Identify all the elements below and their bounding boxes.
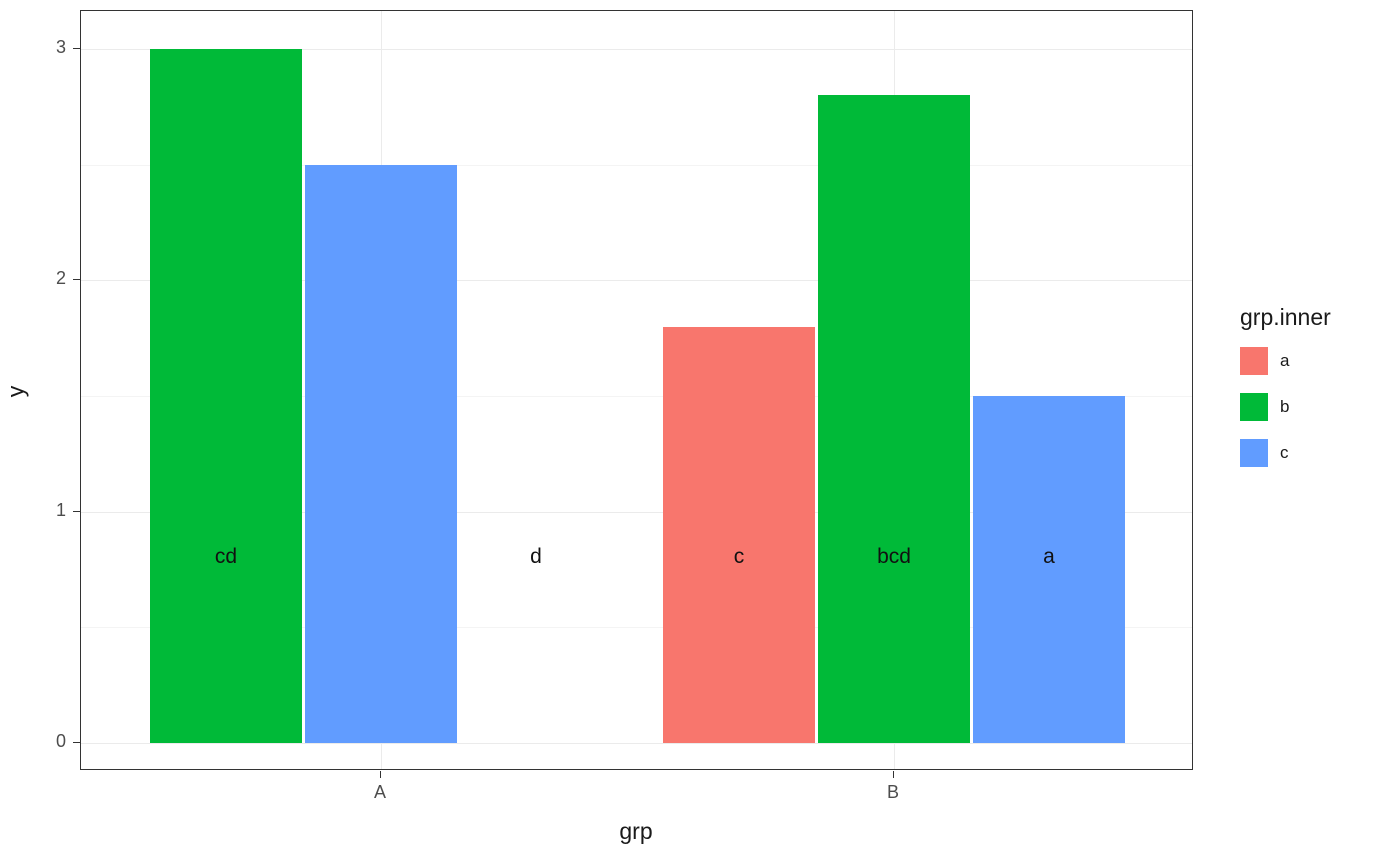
minor-gridline xyxy=(81,164,1192,166)
major-gridline xyxy=(81,280,1192,282)
bar-letter-bcd: bcd xyxy=(877,544,911,568)
x-axis-title: grp xyxy=(619,818,653,844)
y-tick-mark xyxy=(73,48,80,49)
bar-A-c xyxy=(305,164,457,743)
y-tick-mark xyxy=(73,510,80,512)
plot-panel: cd d c bcd a xyxy=(80,10,1193,770)
bar-letter-a: a xyxy=(1043,544,1055,568)
minor-gridline xyxy=(81,627,1192,629)
bar-letter-c: c xyxy=(733,544,745,568)
legend-swatch-a xyxy=(1240,347,1268,375)
legend-swatch-b xyxy=(1240,393,1268,421)
legend-swatch-c xyxy=(1240,439,1268,467)
bar-B-a xyxy=(663,326,815,743)
legend-item-c: c xyxy=(1240,439,1331,467)
x-tick-mark xyxy=(380,771,381,778)
x-tick-label: B xyxy=(886,782,899,802)
bar-letter-d: d xyxy=(530,544,542,568)
legend-label: c xyxy=(1280,443,1289,462)
x-tick-label: A xyxy=(373,782,386,802)
minor-gridline xyxy=(81,396,1192,397)
legend-item-b: b xyxy=(1240,393,1331,421)
x-tick-mark xyxy=(893,771,894,778)
legend-item-a: a xyxy=(1240,347,1331,375)
legend-label: a xyxy=(1280,351,1290,370)
major-gridline xyxy=(81,511,1192,513)
y-axis-title: y xyxy=(2,385,29,398)
bar-B-c xyxy=(973,396,1125,743)
y-tick-label: 3 xyxy=(55,37,66,57)
major-gridline xyxy=(81,49,1192,50)
legend-items: a b c xyxy=(1240,347,1331,467)
bar-A-b xyxy=(150,49,302,743)
legend: grp.inner a b c xyxy=(1240,304,1331,485)
bar-letter-cd: cd xyxy=(214,544,238,568)
bar-B-b xyxy=(818,95,970,743)
major-gridline xyxy=(81,743,1192,744)
y-tick-label: 0 xyxy=(55,731,66,751)
y-tick-mark xyxy=(73,279,80,281)
legend-title: grp.inner xyxy=(1240,304,1331,330)
y-tick-mark xyxy=(73,742,80,743)
legend-label: b xyxy=(1280,397,1290,416)
y-tick-label: 1 xyxy=(55,499,66,520)
y-tick-label: 2 xyxy=(55,268,66,289)
